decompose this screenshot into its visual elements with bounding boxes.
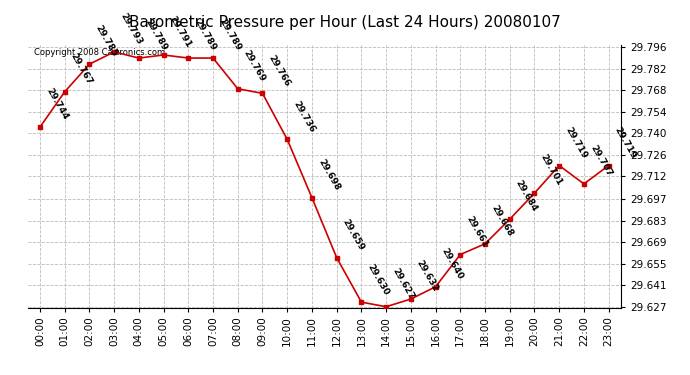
Text: 29.766: 29.766 [266, 53, 292, 88]
Text: 29.791: 29.791 [168, 15, 193, 50]
Text: 29.668: 29.668 [489, 204, 514, 238]
Text: 29.767: 29.767 [69, 51, 94, 86]
Text: 29.701: 29.701 [539, 153, 564, 188]
Text: 29.630: 29.630 [366, 262, 391, 297]
Text: 29.736: 29.736 [291, 99, 317, 134]
Text: 29.744: 29.744 [44, 87, 70, 122]
Text: Barometric Pressure per Hour (Last 24 Hours) 20080107: Barometric Pressure per Hour (Last 24 Ho… [129, 15, 561, 30]
Text: 29.785: 29.785 [94, 24, 119, 58]
Text: Copyright 2008 Cartronics.com: Copyright 2008 Cartronics.com [34, 48, 165, 57]
Text: 29.719: 29.719 [563, 125, 589, 160]
Text: 29.661: 29.661 [464, 214, 490, 249]
Text: 29.789: 29.789 [143, 18, 168, 53]
Text: 29.789: 29.789 [217, 18, 242, 53]
Text: 29.789: 29.789 [193, 18, 218, 53]
Text: 29.659: 29.659 [341, 217, 366, 252]
Text: 29.707: 29.707 [588, 144, 613, 178]
Text: 29.627: 29.627 [391, 267, 415, 301]
Text: 29.698: 29.698 [316, 158, 342, 192]
Text: 29.793: 29.793 [118, 12, 144, 46]
Text: 29.684: 29.684 [514, 179, 539, 214]
Text: 29.632: 29.632 [415, 259, 440, 294]
Text: 29.769: 29.769 [242, 48, 267, 83]
Text: 29.719: 29.719 [613, 125, 638, 160]
Text: 29.640: 29.640 [440, 247, 465, 281]
